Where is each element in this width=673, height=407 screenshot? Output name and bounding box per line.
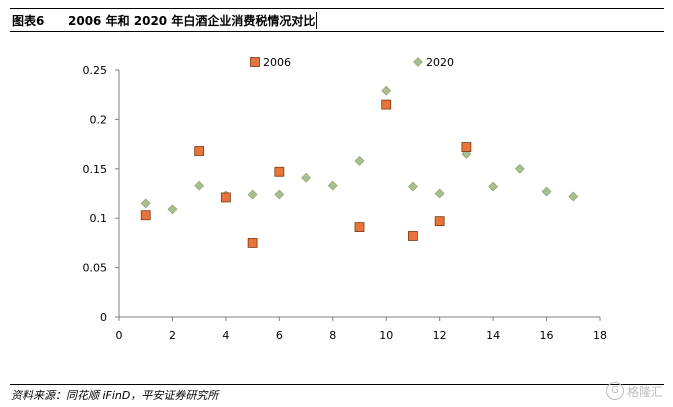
y-tick-label: 0.15: [83, 163, 108, 176]
data-point-2020: [140, 198, 151, 209]
legend-2006-label: 2006: [263, 56, 291, 69]
data-point-2020: [514, 163, 525, 174]
x-tick-label: 8: [329, 329, 336, 342]
data-point-2006: [408, 231, 418, 241]
watermark-logo-icon: G: [605, 382, 624, 400]
x-tick-label: 10: [379, 329, 393, 342]
legend-2020-marker: [413, 57, 423, 67]
y-tick-label: 0.25: [83, 64, 108, 77]
source-note: 资料来源：同花顺 iFinD，平安证券研究所: [11, 389, 219, 402]
data-point-2020: [541, 186, 552, 197]
legend-2020-label: 2020: [426, 56, 454, 69]
x-tick-label: 18: [593, 329, 607, 342]
x-tick-label: 4: [222, 329, 229, 342]
data-point-2006: [220, 192, 231, 203]
figure-header: 图表6 2006 年和 2020 年白酒企业消费税情况对比: [10, 8, 664, 32]
legend-2006-marker: [250, 57, 260, 67]
data-point-2020: [301, 172, 311, 183]
data-point-2020: [327, 180, 338, 191]
data-point-2020: [488, 181, 499, 192]
data-point-2006: [461, 142, 472, 152]
data-point-2020: [408, 181, 418, 192]
footer-divider: [10, 384, 664, 385]
chart-area: 0 0.05 0.1 0.15 0.2 0.25 0 2 4 6 8 10 12 14 16 18 2006 20…: [10, 30, 664, 376]
data-point-2006: [140, 210, 151, 221]
x-tick-label: 2: [169, 329, 176, 342]
y-tick-label: 0.05: [83, 262, 108, 275]
data-point-2006: [434, 216, 445, 227]
y-tick-label: 0.2: [90, 113, 108, 126]
data-point-2020: [167, 204, 178, 215]
y-tick-label: 0.1: [90, 212, 108, 225]
data-point-2006: [274, 166, 285, 177]
x-tick-label: 6: [276, 329, 283, 342]
watermark: G 格隆汇: [605, 382, 663, 400]
data-point-2020: [274, 189, 285, 200]
y-tick-label: 0: [100, 311, 107, 324]
figure-title: 2006 年和 2020 年白酒企业消费税情况对比: [68, 12, 318, 29]
data-point-2020: [434, 188, 445, 199]
scatter-chart: 0 0.05 0.1 0.15 0.2 0.25 0 2 4 6 8 10 12 14 16 18 2006 20…: [83, 56, 608, 342]
data-point-2020: [568, 191, 579, 202]
x-tick-label: 12: [433, 329, 447, 342]
data-point-2006: [381, 99, 392, 110]
data-point-2020: [247, 189, 258, 200]
x-tick-label: 14: [486, 329, 500, 342]
figure-label: 图表6: [12, 14, 45, 28]
data-point-2006: [194, 146, 205, 156]
x-tick-label: 16: [540, 329, 554, 342]
data-point-2020: [354, 155, 365, 166]
x-tick-label: 0: [116, 329, 123, 342]
watermark-text: 格隆汇: [626, 384, 663, 399]
data-point-2006: [247, 237, 258, 248]
data-point-2020: [194, 180, 205, 191]
data-point-2020: [381, 85, 392, 96]
data-point-2006: [354, 222, 365, 232]
